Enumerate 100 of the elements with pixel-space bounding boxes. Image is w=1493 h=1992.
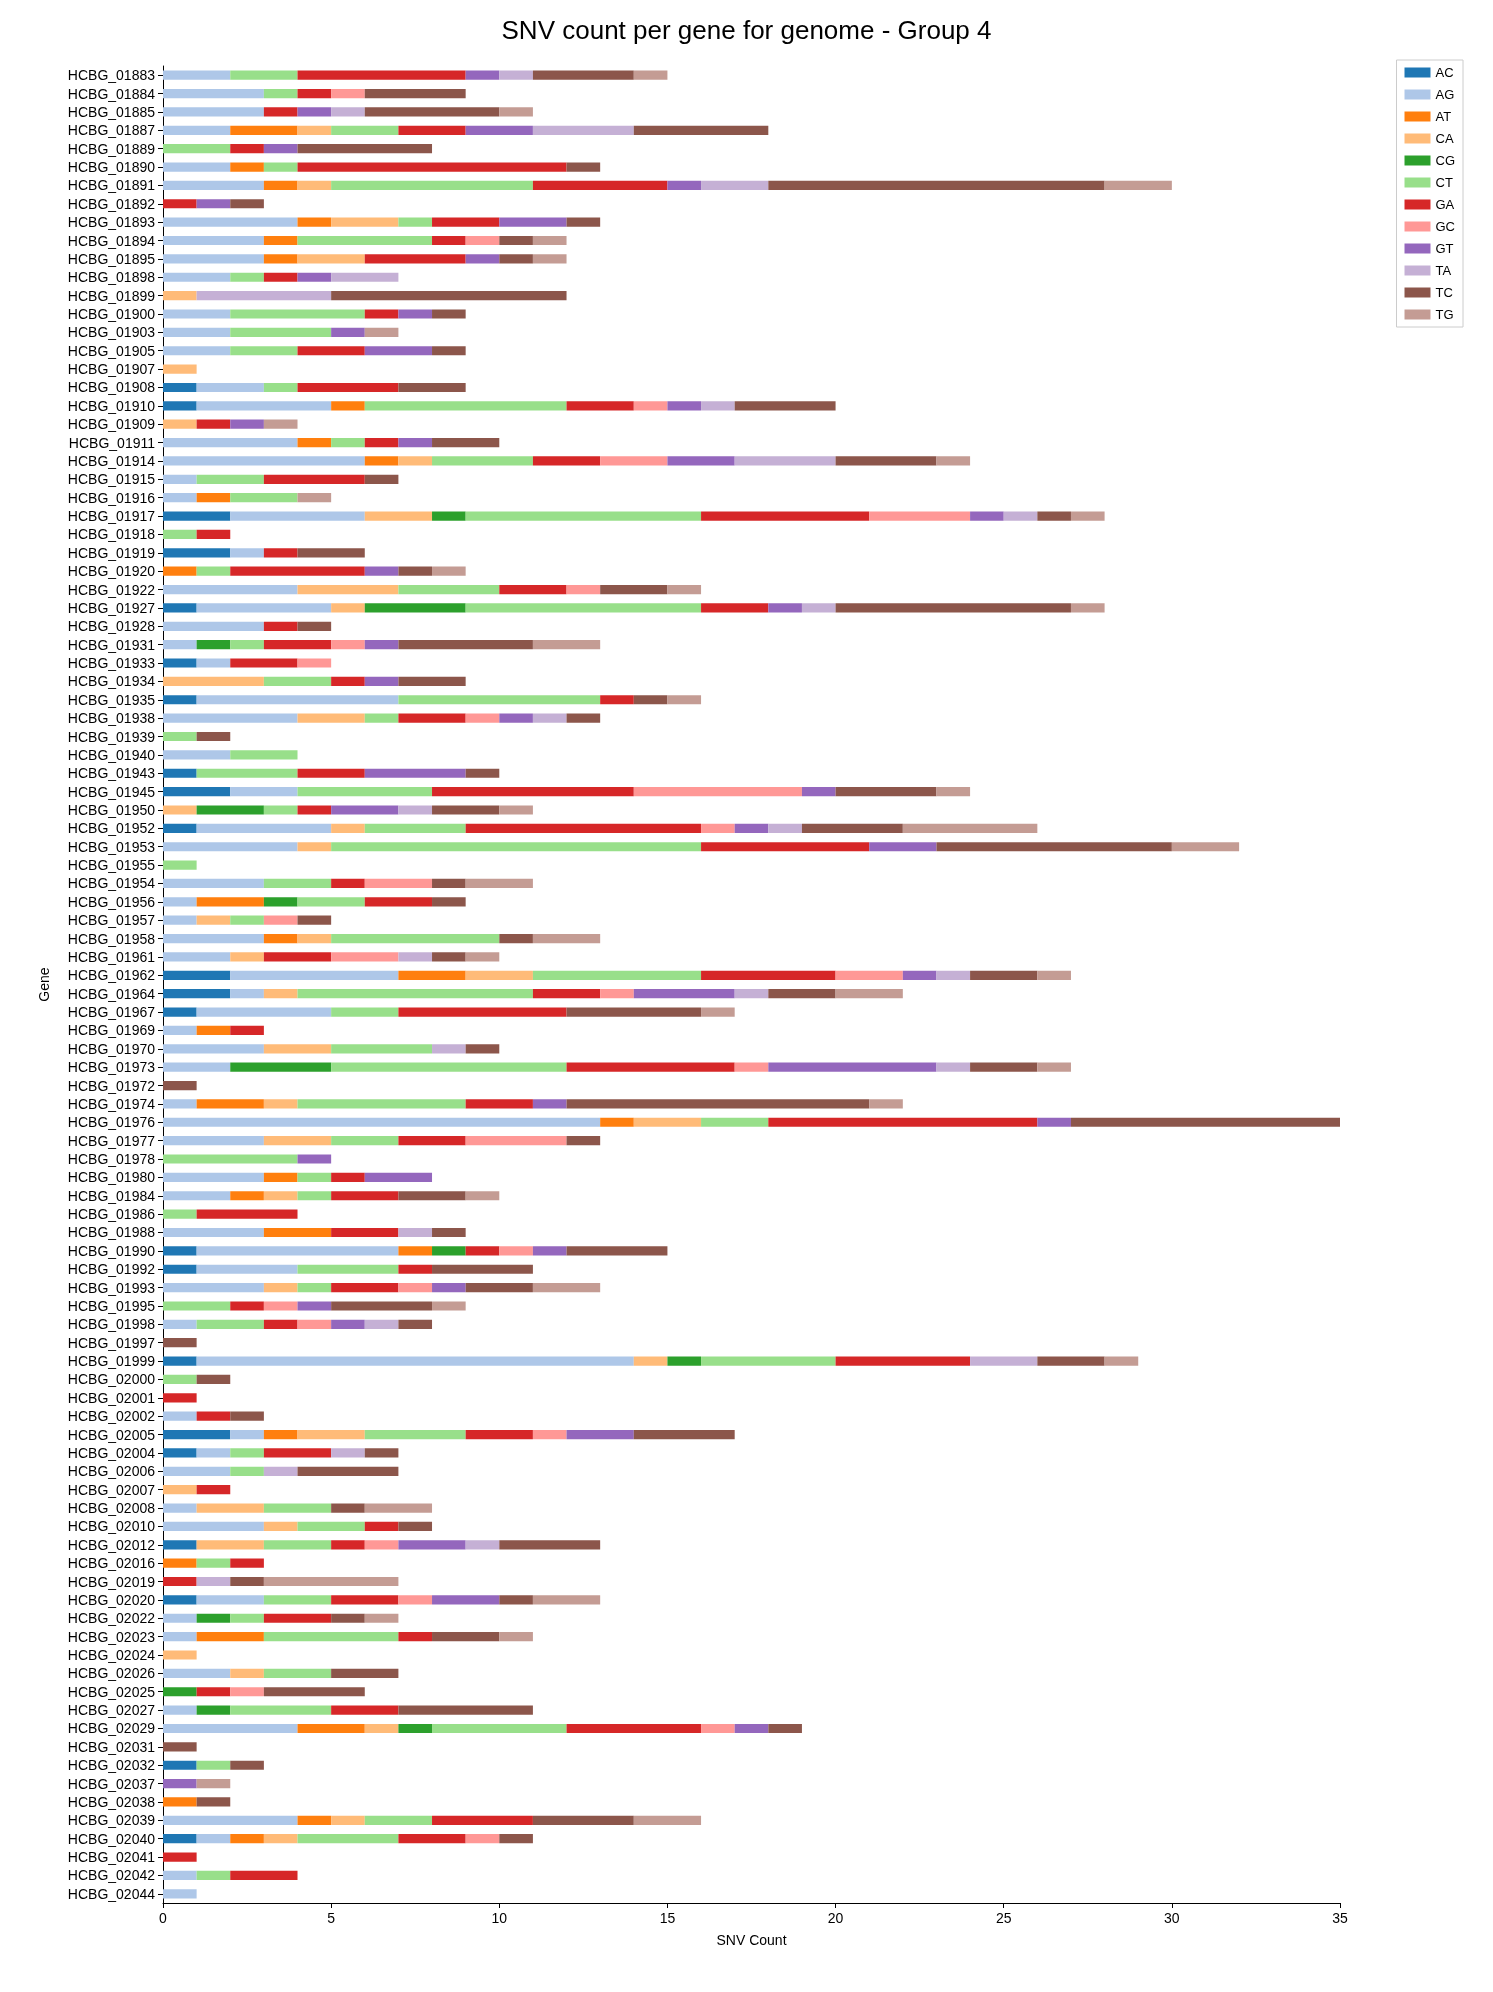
legend-label: TA <box>1435 263 1452 278</box>
bar <box>465 603 702 613</box>
x-tick-label: 20 <box>827 1910 844 1926</box>
bar <box>263 254 298 264</box>
bar <box>835 989 903 999</box>
y-tick-label: HCBG_02016 <box>67 1555 156 1572</box>
bar <box>196 529 231 540</box>
bar <box>163 1117 601 1127</box>
y-tick-label: HCBG_02008 <box>67 1500 156 1517</box>
bar <box>566 401 634 411</box>
bar <box>970 1062 1038 1072</box>
y-tick-label: HCBG_02042 <box>67 1867 156 1884</box>
bar <box>364 1815 433 1825</box>
y-tick-label: HCBG_01933 <box>67 655 156 672</box>
bar <box>331 1540 365 1550</box>
bar <box>163 1393 197 1403</box>
bar <box>1037 1117 1071 1127</box>
bar <box>532 1283 601 1293</box>
bar <box>734 1062 769 1072</box>
bar <box>1070 1117 1340 1127</box>
bar <box>196 419 231 429</box>
bar <box>230 1429 264 1440</box>
bar <box>398 640 533 650</box>
bar <box>734 1723 769 1734</box>
bar <box>297 437 332 448</box>
bar <box>163 897 197 907</box>
y-tick-label: HCBG_02044 <box>67 1885 156 1902</box>
bar <box>163 1264 197 1274</box>
bar <box>196 1356 634 1366</box>
bar <box>331 1062 567 1072</box>
bar <box>163 235 264 246</box>
bar <box>701 1723 735 1734</box>
y-tick-label: HCBG_01980 <box>67 1169 156 1186</box>
bar <box>432 566 466 576</box>
bar <box>499 1540 601 1550</box>
y-tick-label: HCBG_01892 <box>67 195 156 212</box>
y-tick-label: HCBG_02024 <box>67 1647 156 1664</box>
bar <box>196 768 298 778</box>
bar <box>196 401 332 411</box>
bar <box>263 933 298 944</box>
bar <box>163 162 231 172</box>
bar <box>297 382 399 393</box>
bar <box>566 1062 735 1072</box>
bar <box>331 217 399 227</box>
bar <box>633 1815 702 1825</box>
bar <box>230 1062 332 1072</box>
y-tick-label: HCBG_01891 <box>67 177 156 194</box>
bar <box>263 952 332 962</box>
bar <box>667 695 702 705</box>
bar <box>331 401 365 411</box>
bar <box>163 1613 197 1623</box>
bar <box>566 1099 870 1109</box>
bar <box>230 658 298 668</box>
bar <box>196 1540 264 1550</box>
bar <box>465 254 500 264</box>
bar <box>364 1503 433 1513</box>
bar <box>196 915 231 925</box>
bar <box>263 1448 332 1458</box>
bar <box>970 970 1038 980</box>
bar <box>701 1117 769 1127</box>
bar <box>398 1723 433 1734</box>
bar <box>297 805 332 815</box>
bar <box>432 1227 466 1238</box>
bar <box>936 456 971 466</box>
chart-title: SNV count per gene for genome - Group 4 <box>501 15 992 45</box>
bar <box>1037 1356 1105 1366</box>
bar <box>163 493 197 503</box>
bar <box>331 933 500 944</box>
x-tick-label: 35 <box>1332 1910 1348 1926</box>
bar <box>633 787 802 797</box>
y-tick-label: HCBG_01978 <box>67 1151 156 1168</box>
y-tick-label: HCBG_01953 <box>67 838 156 855</box>
bar <box>465 823 702 833</box>
y-tick-label: HCBG_01957 <box>67 912 156 929</box>
bar <box>398 1246 433 1256</box>
bar <box>701 970 836 980</box>
bar <box>163 144 231 154</box>
bar <box>768 603 802 613</box>
bar <box>331 107 365 117</box>
bar <box>163 676 264 686</box>
bar <box>465 1044 500 1054</box>
bar <box>499 70 533 80</box>
bar <box>230 199 264 209</box>
bar <box>163 878 264 889</box>
bar <box>263 107 298 117</box>
bar <box>331 842 702 852</box>
bar <box>163 217 298 227</box>
y-tick-label: HCBG_01907 <box>67 361 156 378</box>
bar <box>263 474 365 484</box>
bar <box>432 952 466 962</box>
y-tick-label: HCBG_01939 <box>67 728 156 745</box>
bar <box>263 1172 298 1182</box>
bar <box>465 1429 533 1440</box>
legend-label: CG <box>1435 153 1455 168</box>
legend-label: CT <box>1435 175 1453 190</box>
bar <box>163 70 231 80</box>
y-tick-label: HCBG_01887 <box>67 122 156 139</box>
bar <box>263 180 298 190</box>
bar <box>667 584 702 595</box>
bar <box>263 1466 298 1476</box>
